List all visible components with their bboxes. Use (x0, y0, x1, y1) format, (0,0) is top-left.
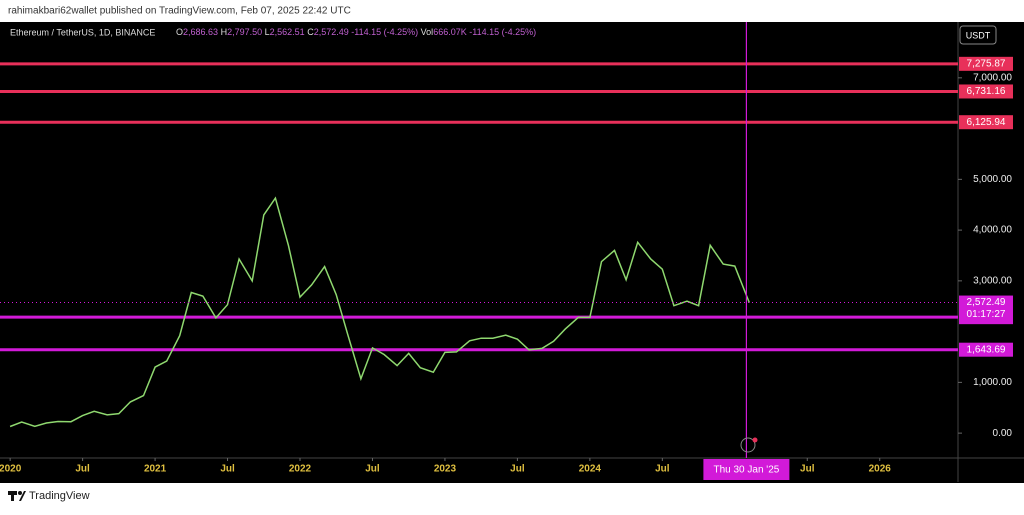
level-label: 1,643.69 (967, 344, 1006, 355)
ohlc-line: O2,686.63 H2,797.50 L2,562.51 C2,572.49 … (176, 27, 536, 37)
level-label-box (959, 115, 1013, 130)
x-tick-label: 2021 (144, 464, 167, 475)
ohlc-label: H (221, 27, 228, 37)
x-tick-label: 2020 (0, 464, 22, 475)
ohlc-value: 2,572.49 (314, 27, 349, 37)
level-label-box (959, 56, 1013, 71)
x-tick-label: Jul (75, 464, 90, 475)
x-tick-label: Jul (365, 464, 380, 475)
y-tick-label: 4,000.00 (973, 225, 1012, 236)
x-tick-label: Jul (655, 464, 670, 475)
x-tick-label: Jul (220, 464, 235, 475)
x-tick-label: Jul (510, 464, 525, 475)
x-tick-label: 2023 (434, 464, 457, 475)
ohlc-label: C (307, 27, 314, 37)
y-tick-label: 5,000.00 (973, 174, 1012, 185)
y-tick-label: 1,000.00 (973, 377, 1012, 388)
countdown: 01:17:27 (967, 309, 1006, 320)
x-tick-label: 2024 (579, 464, 602, 475)
level-label: 6,731.16 (967, 86, 1006, 97)
level-label: 6,125.94 (967, 117, 1006, 128)
crosshair-label: Thu 30 Jan '25 (713, 465, 779, 476)
y-tick-label: 0.00 (993, 428, 1013, 439)
alert-icon[interactable] (740, 437, 756, 453)
last-price-label: 2,572.49 (967, 297, 1006, 308)
x-tick-label: 2026 (869, 464, 892, 475)
currency-box[interactable] (959, 25, 997, 45)
currency[interactable]: USDT (966, 30, 991, 40)
chart-title: Ethereum / TetherUS, 1D, BINANCE (10, 27, 155, 37)
price-line (9, 196, 750, 428)
chart-background (0, 22, 1024, 483)
ohlc-label: L (265, 27, 270, 37)
x-tick-label: 2022 (289, 464, 312, 475)
ohlc-value: 2,562.51 (270, 27, 305, 37)
change: -114.15 (-4.25%) (351, 27, 418, 37)
footer: TradingView (29, 490, 90, 502)
x-tick-label: Jul (800, 464, 815, 475)
last-price-box (959, 295, 1013, 322)
level-label-box (959, 84, 1013, 99)
volume-value: 666.07K (433, 27, 467, 37)
ohlc-value: 2,797.50 (227, 27, 262, 37)
ohlc-label: O (176, 27, 183, 37)
level-label-box (959, 342, 1013, 357)
level-label: 7,275.87 (967, 58, 1006, 69)
volume-label: Vol (421, 27, 434, 37)
header: rahimakbari62wallet published on Trading… (8, 6, 351, 17)
y-tick-label: 3,000.00 (973, 275, 1012, 286)
y-tick-label: 7,000.00 (973, 72, 1012, 83)
alert-dot (752, 437, 758, 443)
ohlc-value: 2,686.63 (183, 27, 218, 37)
volume-change: -114.15 (-4.25%) (469, 27, 536, 37)
tv-logo (8, 491, 26, 501)
crosshair-label-box (703, 459, 790, 480)
